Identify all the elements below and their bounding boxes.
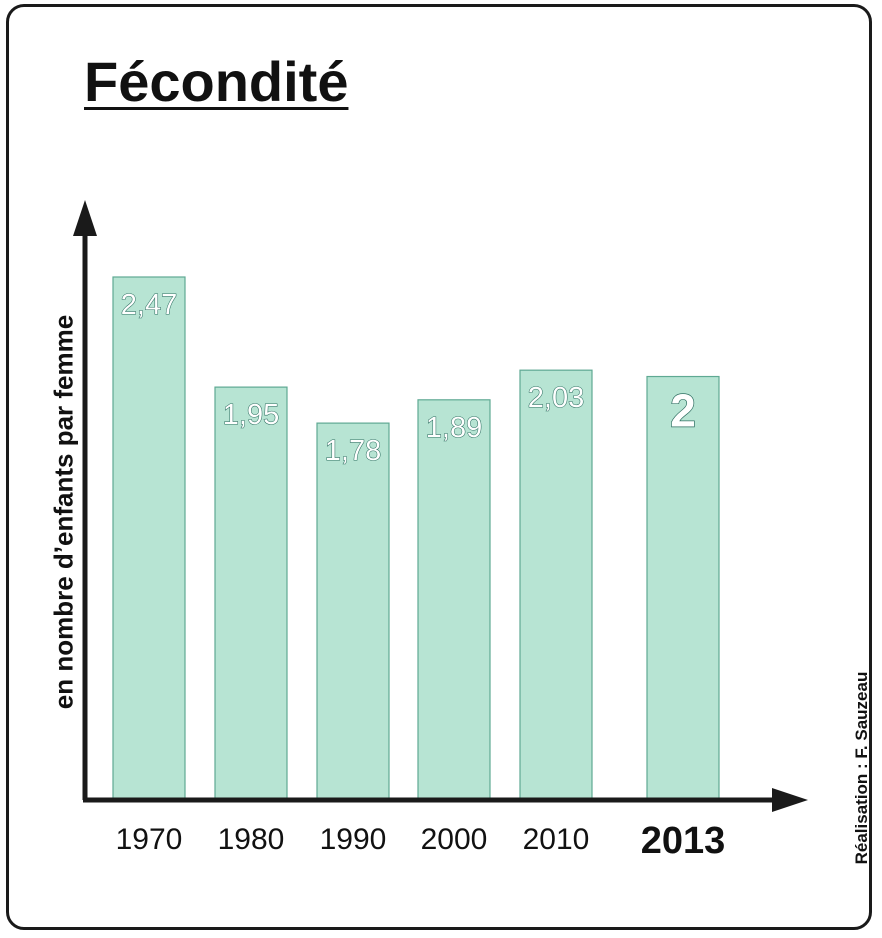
- axes-group: [73, 200, 808, 812]
- bar-2010: [519, 369, 593, 801]
- x-tick-2013: 2013: [641, 820, 726, 862]
- x-tick-1980: 1980: [218, 823, 285, 856]
- value-label-1970: 2,47: [121, 289, 177, 321]
- labels-group: 2,47 1970 1,95 1980 1,78 1990 1,89 2000 2,03 2010…: [116, 288, 726, 862]
- x-tick-1990: 1990: [320, 823, 387, 856]
- value-label-2010: 2,03: [528, 382, 584, 414]
- bars-group: [112, 276, 720, 801]
- x-tick-1970: 1970: [116, 823, 183, 856]
- y-axis-arrowhead: [73, 200, 97, 236]
- x-axis-arrowhead: [772, 788, 808, 812]
- value-label-2013: 2: [670, 385, 696, 437]
- x-tick-2000: 2000: [421, 823, 488, 856]
- bar-1970: [112, 276, 186, 801]
- value-label-1990: 1,78: [325, 435, 381, 467]
- bar-1990: [316, 422, 390, 801]
- bar-2013: [646, 375, 720, 801]
- bar-1980: [214, 386, 288, 801]
- value-label-2000: 1,89: [426, 412, 482, 444]
- value-label-1980: 1,95: [223, 399, 279, 431]
- x-tick-2010: 2010: [523, 823, 590, 856]
- bar-2000: [417, 399, 491, 801]
- chart-title: Fécondité: [84, 50, 349, 113]
